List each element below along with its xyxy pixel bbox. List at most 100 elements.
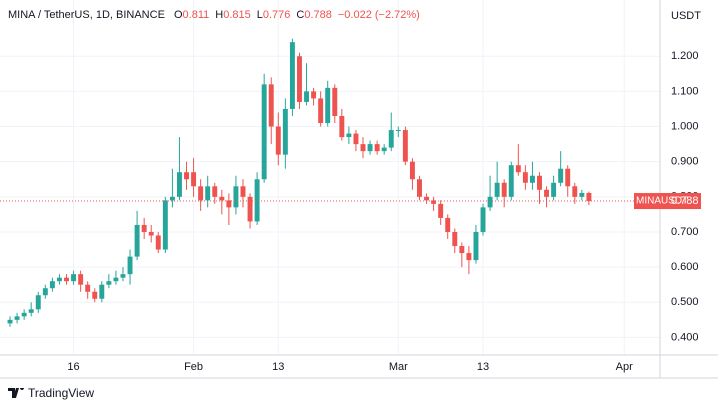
candle-body [184, 172, 189, 180]
legend: MINA / TetherUS, 1D, BINANCE O0.811 H0.81… [8, 9, 420, 21]
candle-body [466, 253, 472, 261]
candle-body [402, 130, 408, 162]
candle-body [304, 91, 309, 102]
candle-body [212, 186, 218, 197]
candle-body [106, 281, 112, 285]
legend-key: C [296, 9, 305, 21]
candle-body [417, 179, 422, 197]
candle-body [508, 165, 514, 197]
brand: TradingView [28, 386, 95, 400]
candle-body [92, 291, 98, 299]
candle-body [480, 207, 486, 232]
x-tick-label: 13 [477, 361, 489, 373]
legend-value: 0.788 [304, 9, 332, 21]
candle-body [113, 277, 119, 282]
candle-body [35, 295, 41, 310]
candle-body [261, 84, 267, 180]
candle-body [120, 274, 126, 278]
candle-body [339, 115, 345, 138]
candle-body [127, 256, 133, 275]
candle-body [14, 316, 20, 320]
candle-body [445, 217, 451, 232]
y-tick-label: 0.500 [671, 296, 699, 308]
candle-body [374, 144, 380, 152]
candle-body [409, 161, 415, 180]
candle-body [268, 84, 274, 127]
candle-body [205, 186, 211, 201]
candle-body [282, 108, 288, 155]
candle-body [99, 284, 105, 299]
legend-key: O [173, 9, 183, 21]
candle-body [452, 231, 458, 247]
candle-body [311, 91, 317, 99]
candle-body [487, 196, 493, 208]
legend-key: H [215, 9, 224, 21]
y-tick-label: 1.200 [671, 50, 699, 62]
candle-body [275, 126, 281, 155]
candle-body [381, 147, 387, 152]
x-tick-label: Feb [184, 361, 203, 373]
candle-body [28, 309, 34, 313]
candle-body [353, 133, 359, 145]
price-tag-value: 0.788 [671, 195, 699, 207]
candle-body [318, 98, 324, 124]
legend-value: 0.811 [182, 9, 210, 21]
candle-body [49, 281, 55, 289]
candle-body [332, 87, 338, 116]
candle-body [395, 130, 401, 132]
candle-body [544, 189, 550, 197]
y-tick-label: 0.900 [671, 156, 699, 168]
candle-body [388, 130, 394, 148]
candle-body [233, 186, 239, 208]
candle-body [515, 165, 521, 173]
footer: TradingView [8, 386, 94, 400]
x-tick-label: Mar [389, 361, 408, 373]
x-tick-label: 13 [272, 361, 284, 373]
candle-body [219, 196, 225, 201]
y-axis-label: USDT [671, 10, 701, 22]
candle-body [431, 200, 437, 204]
candle-body [438, 203, 444, 218]
candle-body [501, 182, 507, 197]
candle-body [240, 186, 246, 197]
candle-body [254, 179, 260, 222]
candle-body [78, 274, 84, 285]
y-tick-label: 0.600 [671, 261, 699, 273]
candle-body [162, 200, 168, 250]
candle-body [226, 200, 232, 208]
y-tick-label: 0.400 [671, 331, 699, 343]
logo [8, 388, 24, 398]
y-tick-label: 0.700 [671, 226, 699, 238]
candle-body [191, 172, 197, 187]
candle-body [529, 175, 535, 183]
candle-body [134, 224, 140, 257]
candle-body [537, 175, 542, 190]
candle-body [71, 274, 77, 282]
candle-body [21, 312, 27, 317]
candle-body [572, 186, 578, 197]
candle-body [296, 56, 302, 102]
candle-body [459, 246, 465, 254]
candle-body [64, 277, 69, 282]
y-tick-label: 1.000 [671, 120, 699, 132]
candle-body [85, 284, 91, 292]
price-tag-bg [661, 193, 701, 210]
candle-body [56, 277, 62, 282]
x-tick-label: Apr [616, 361, 633, 373]
legend-change: −0.022 (−2.72%) [337, 9, 420, 21]
candle-body [579, 192, 585, 197]
candle-body [325, 87, 331, 124]
legend-value: 0.776 [262, 9, 291, 21]
x-tick-label: 16 [67, 361, 79, 373]
candle-body [551, 182, 557, 197]
candle-body [289, 42, 295, 109]
candle-body [558, 168, 564, 183]
candle-body [346, 133, 352, 138]
candle-body [424, 196, 430, 201]
candle-body [360, 144, 366, 152]
candle-body [198, 186, 204, 201]
legend-key: L [256, 9, 263, 21]
